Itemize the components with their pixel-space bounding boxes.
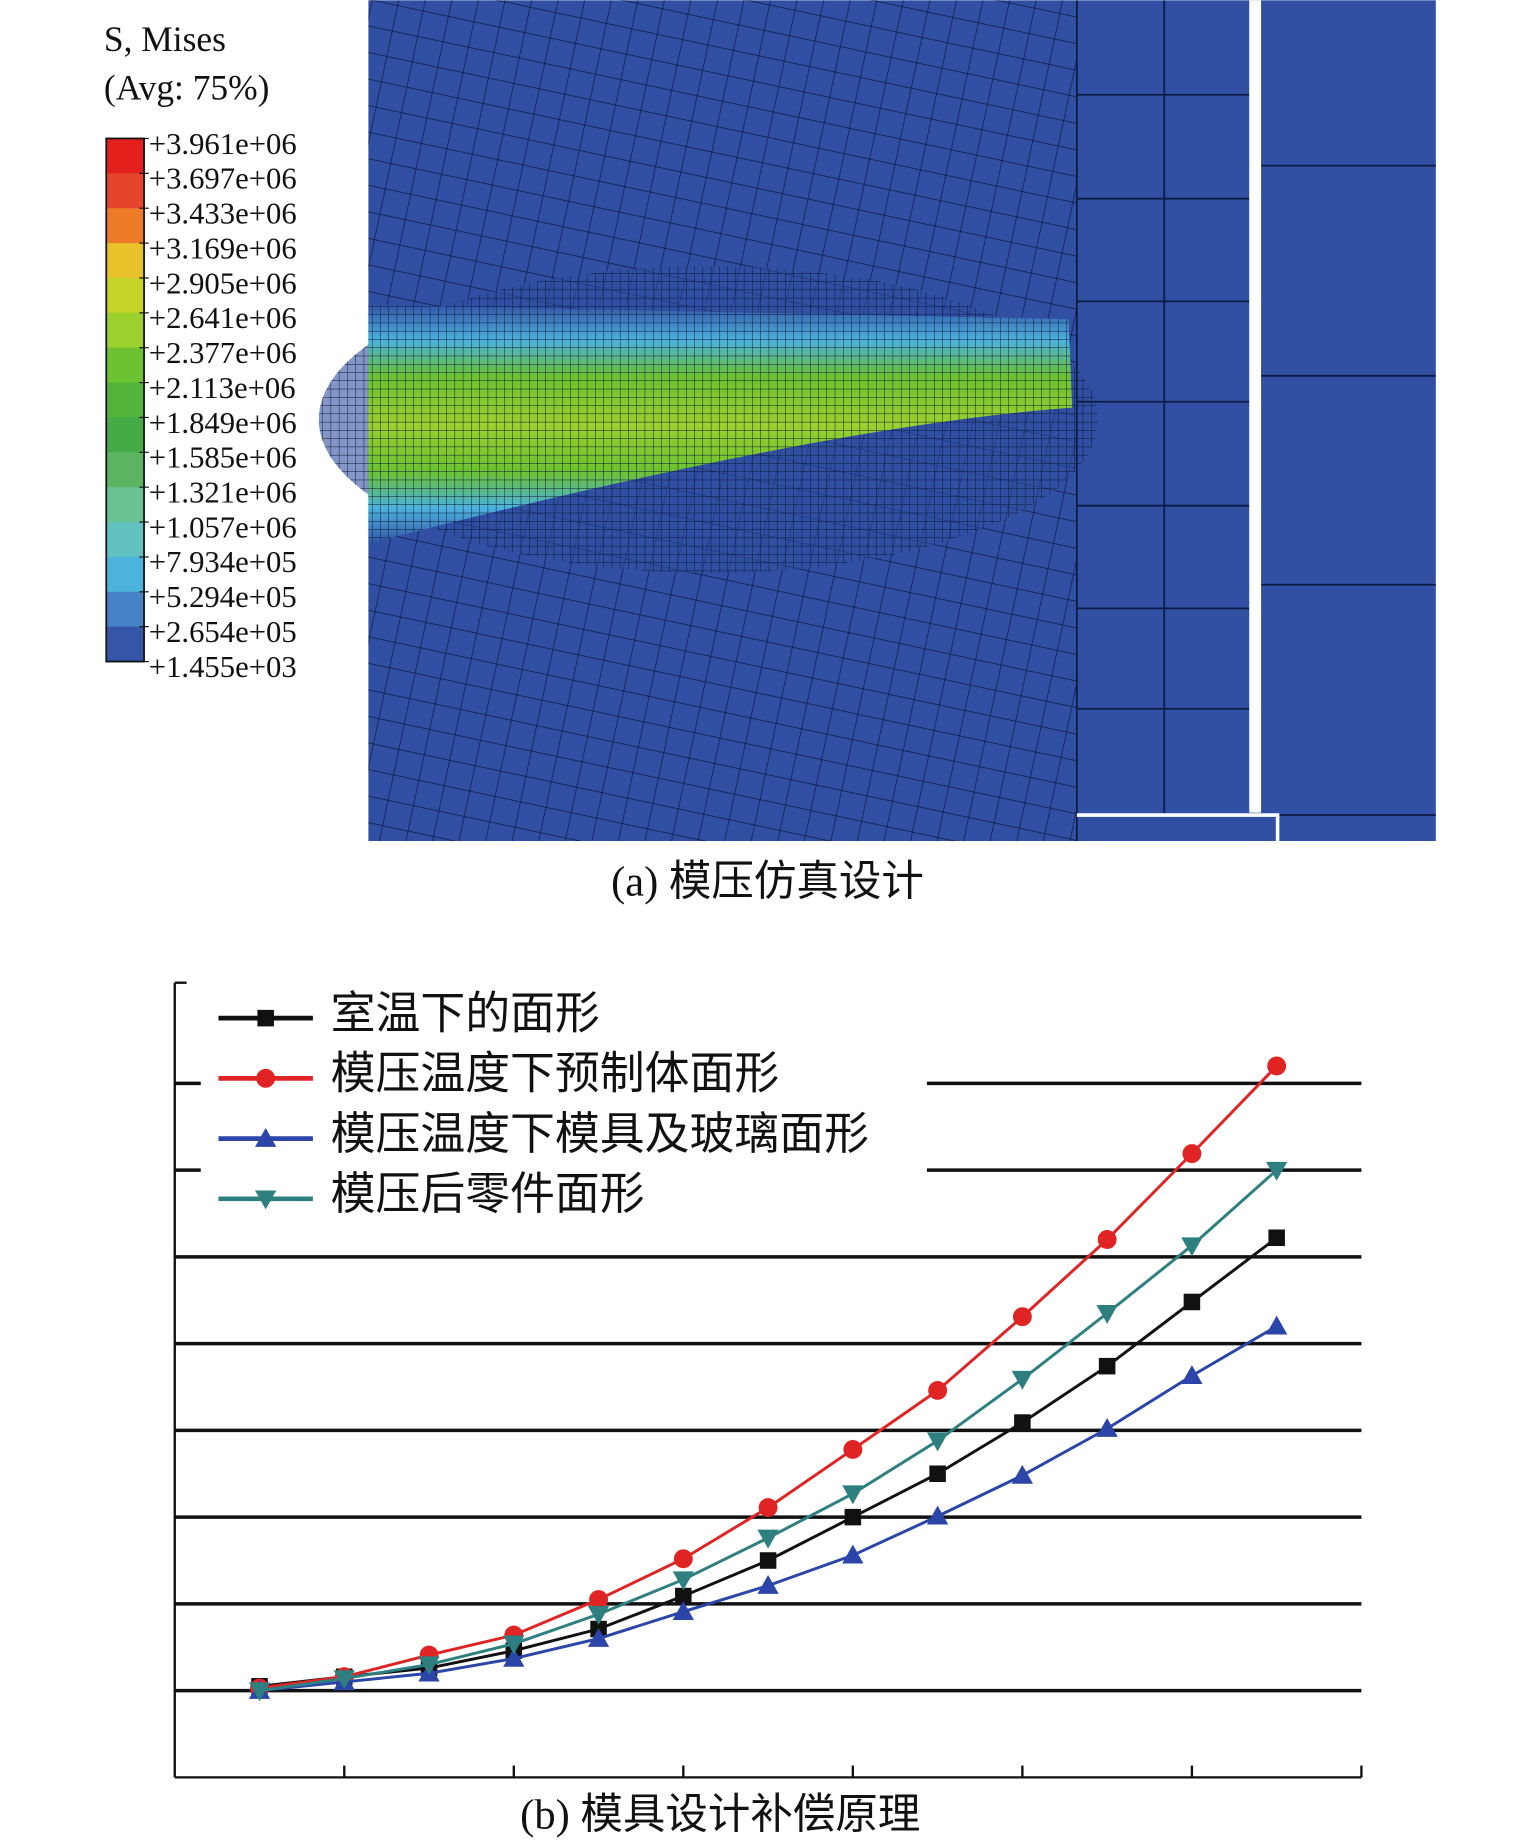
fea-image [318, 0, 1436, 842]
marker [257, 1009, 274, 1027]
colorbar-label: +7.934e+05 [149, 545, 297, 579]
marker [256, 1068, 276, 1088]
marker [587, 1606, 610, 1625]
marker [1097, 1230, 1117, 1249]
marker [929, 1465, 946, 1483]
marker [1266, 1161, 1288, 1181]
colorbar-label: +3.961e+06 [149, 127, 297, 161]
caption: (b) 模具设计补偿原理 [520, 1791, 920, 1838]
marker [1096, 1304, 1118, 1324]
marker [248, 1682, 271, 1702]
marker [1266, 1315, 1288, 1335]
marker [759, 1552, 777, 1569]
marker [1182, 1144, 1202, 1164]
mold-lines [1075, 0, 1436, 842]
marker [1012, 1307, 1032, 1327]
marker [333, 1670, 355, 1690]
marker [1267, 1056, 1287, 1076]
marker [675, 1587, 692, 1605]
colorbar-label: +2.905e+06 [149, 266, 297, 300]
colorbar-label: +1.057e+06 [149, 510, 297, 544]
colorbar-segment [106, 452, 145, 488]
colorbar: +3.961e+06+3.697e+06+3.433e+06+3.169e+06… [105, 127, 297, 684]
marker [1011, 1370, 1034, 1390]
marker [589, 1590, 609, 1609]
gap [1076, 813, 1280, 842]
colorbar-label: +2.377e+06 [149, 336, 297, 370]
marker [1181, 1237, 1203, 1257]
legend-label: 模压后零件面形 [331, 1169, 645, 1219]
marker [842, 1544, 864, 1564]
marker [503, 1635, 525, 1655]
colorbar-segment [106, 277, 145, 314]
marker [1098, 1357, 1116, 1375]
colorbar-segment [106, 522, 145, 558]
colorbar-label: +1.321e+06 [149, 476, 297, 510]
colorbar-label: +3.697e+06 [149, 162, 297, 196]
legend-title: S, Mises [104, 19, 226, 59]
colorbar-segment [106, 382, 145, 419]
marker [842, 1485, 864, 1505]
colorbar-label: +1.585e+06 [149, 441, 297, 475]
colorbar-segment [106, 243, 145, 279]
colorbar-segment [106, 138, 145, 174]
colorbar-label: +2.113e+06 [149, 371, 296, 405]
colorbar-label: +3.169e+06 [149, 231, 297, 265]
colorbar-label: +2.641e+06 [149, 301, 297, 335]
marker [255, 1127, 277, 1147]
marker [1014, 1414, 1031, 1431]
colorbar-label: +3.433e+06 [149, 197, 297, 231]
marker [843, 1440, 863, 1459]
series-line [259, 1236, 1278, 1688]
marker [673, 1549, 693, 1569]
marker [844, 1508, 862, 1526]
colorbar-segment [106, 417, 145, 453]
colorbar-label: +1.849e+06 [149, 406, 297, 440]
colorbar-segment [106, 208, 145, 244]
marker [757, 1575, 779, 1594]
colorbar-segment [106, 487, 145, 523]
legend-label: 室温下的面形 [331, 988, 600, 1038]
colorbar-segment [106, 626, 145, 663]
colorbar-segment [106, 591, 145, 628]
legend-label: 模压温度下模具及玻璃面形 [331, 1109, 869, 1159]
legend-subtitle: (Avg: 75%) [104, 67, 270, 107]
marker [1183, 1293, 1201, 1311]
marker [1096, 1418, 1118, 1437]
marker [1011, 1464, 1034, 1484]
colorbar-segment [106, 312, 145, 349]
marker [587, 1627, 610, 1647]
marker [928, 1381, 948, 1400]
marker [926, 1505, 949, 1525]
colorbar-frame [105, 137, 145, 663]
colorbar-label: +5.294e+05 [149, 580, 297, 614]
colorbar-segment [106, 556, 145, 593]
colorbar-label: +1.455e+03 [149, 650, 297, 684]
marker [503, 1647, 525, 1667]
gap [1249, 0, 1262, 813]
legend-label: 模压温度下预制体面形 [331, 1049, 780, 1099]
marker [255, 1190, 277, 1210]
colorbar-segment [106, 347, 145, 384]
marker [672, 1571, 694, 1591]
marker [758, 1498, 778, 1518]
marker [757, 1529, 779, 1549]
legend-bg [200, 987, 927, 1230]
colorbar-label: +2.654e+05 [149, 615, 297, 649]
marker [672, 1601, 694, 1620]
marker [926, 1432, 949, 1452]
marker [1181, 1365, 1203, 1384]
marker [1268, 1229, 1285, 1247]
colorbar-segment [106, 173, 145, 209]
marker [418, 1656, 440, 1676]
caption: (a) 模压仿真设计 [611, 859, 924, 906]
preform-mesh [368, 304, 1073, 544]
